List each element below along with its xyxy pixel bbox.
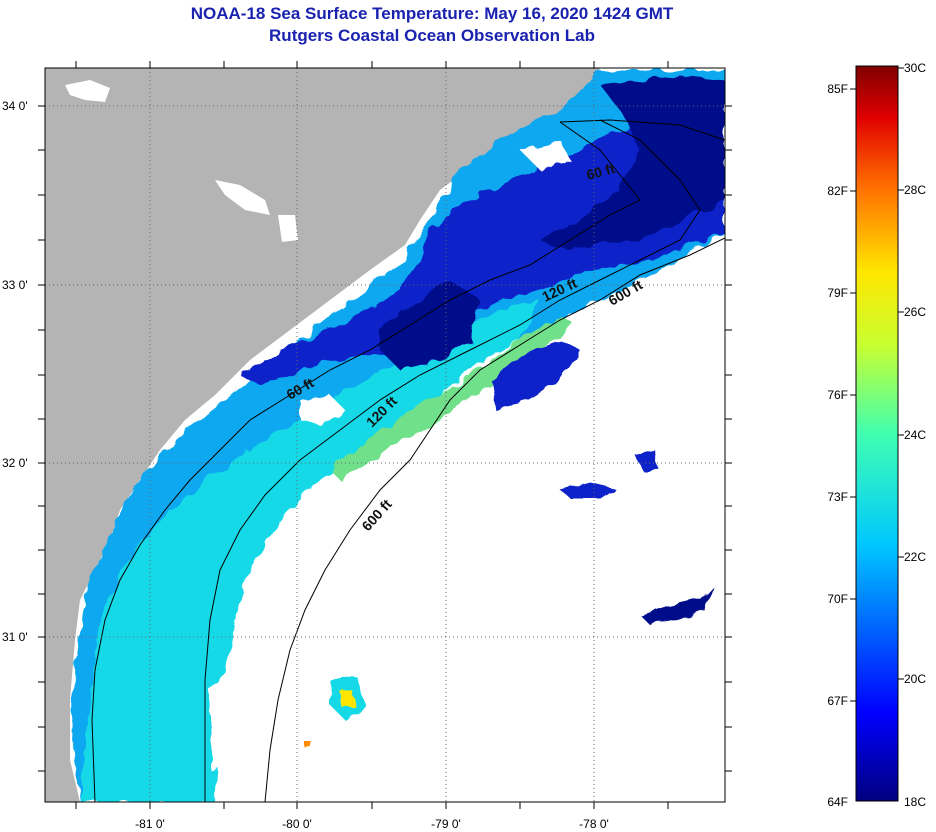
axis-ticks — [38, 61, 732, 809]
lon-label-78: -78 0' — [579, 817, 609, 831]
land-clouds — [65, 80, 298, 242]
colorbar-c-30: 30C — [904, 61, 926, 75]
colorbar-c-28: 28C — [904, 183, 926, 197]
colorbar — [855, 65, 899, 802]
colorbar-f-79: 79F — [827, 286, 848, 300]
colorbar-c-20: 20C — [904, 672, 926, 686]
colorbar-c-24: 24C — [904, 428, 926, 442]
lat-label-31: 31 0' — [2, 630, 28, 644]
cloud-mask — [210, 140, 725, 802]
colorbar-f-64: 64F — [827, 795, 848, 809]
colorbar-f-85: 85F — [827, 82, 848, 96]
lon-label-80: -80 0' — [282, 817, 312, 831]
colorbar-f-76: 76F — [827, 388, 848, 402]
colorbar-c-22: 22C — [904, 550, 926, 564]
contour-label-60ft-north: 60 ft — [585, 160, 617, 183]
colorbar-f-82: 82F — [827, 184, 848, 198]
colorbar-f-70: 70F — [827, 592, 848, 606]
colorbar-f-73: 73F — [827, 490, 848, 504]
map-title: NOAA-18 Sea Surface Temperature: May 16,… — [190, 4, 674, 23]
lat-label-33: 33 0' — [2, 278, 28, 292]
bathymetry-contours — [91, 119, 725, 802]
map-subtitle: Rutgers Coastal Ocean Observation Lab — [269, 26, 595, 45]
colorbar-f-67: 67F — [827, 694, 848, 708]
lat-label-34: 34 0' — [2, 99, 28, 113]
lon-label-79: -79 0' — [431, 817, 461, 831]
colorbar-ticks — [850, 67, 904, 702]
lon-label-81: -81 0' — [135, 817, 165, 831]
colorbar-c-26: 26C — [904, 305, 926, 319]
land-mass — [45, 68, 600, 802]
lat-label-32: 32 0' — [2, 456, 28, 470]
map-border — [44, 67, 726, 803]
map-grid — [45, 68, 725, 802]
offshore-patches — [305, 450, 712, 748]
colorbar-c-18: 18C — [904, 795, 926, 809]
sst-field — [72, 70, 725, 802]
